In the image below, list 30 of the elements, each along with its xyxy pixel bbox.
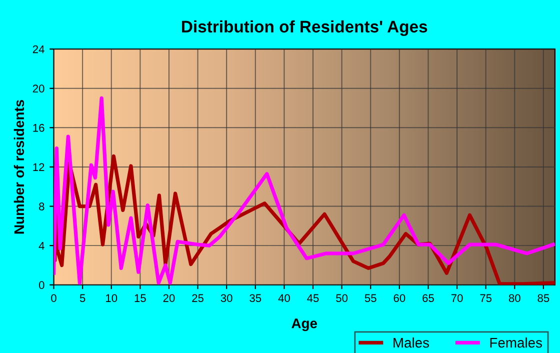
x-tick-label: 40 — [278, 294, 290, 302]
x-tick-label: 25 — [192, 294, 204, 302]
y-tick-label: 0 — [38, 281, 44, 290]
x-axis-title: Age — [292, 318, 318, 332]
y-tick-label: 4 — [38, 242, 44, 250]
x-tick-label: 50 — [336, 294, 348, 302]
x-tick-label: 80 — [508, 294, 520, 302]
x-tick-label: 5 — [80, 294, 86, 302]
legend-label: Males — [394, 337, 429, 348]
y-tick-label: 20 — [32, 84, 44, 93]
x-tick-label: 60 — [394, 294, 406, 302]
y-tick-label: 8 — [39, 202, 44, 210]
legend-label: Females — [490, 337, 542, 348]
x-tick-label: 0 — [51, 294, 56, 302]
x-tick-label: 45 — [307, 294, 319, 302]
y-tick-label: 12 — [33, 163, 44, 171]
x-tick-label: 65 — [422, 294, 434, 302]
x-tick-label: 10 — [106, 294, 118, 302]
x-tick-label: 55 — [364, 294, 376, 302]
x-tick-label: 15 — [134, 294, 146, 302]
x-tick-label: 75 — [480, 294, 492, 302]
x-tick-label: 35 — [250, 294, 262, 302]
x-tick-label: 20 — [163, 294, 175, 302]
y-tick-label: 24 — [32, 45, 44, 54]
x-tick-label: 85 — [538, 294, 550, 302]
y-tick-label: 16 — [33, 124, 44, 132]
y-axis-title: Number of residents — [14, 100, 24, 234]
x-tick-label: 30 — [220, 294, 232, 302]
chart-title: Distribution of Residents' Ages — [182, 20, 428, 36]
x-tick-label: 70 — [451, 294, 463, 302]
